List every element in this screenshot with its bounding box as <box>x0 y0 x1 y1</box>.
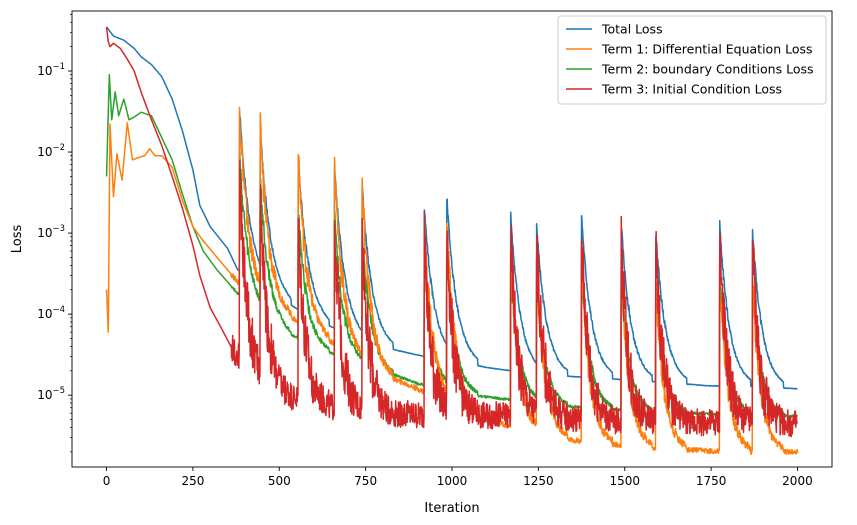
x-tick-label: 1000 <box>437 474 468 488</box>
y-axis-title: Loss <box>10 225 25 254</box>
x-tick-label: 1750 <box>696 474 727 488</box>
x-tick-label: 1250 <box>523 474 554 488</box>
legend: Total Loss Term 1: Differential Equation … <box>557 15 827 105</box>
x-tick-label: 750 <box>354 474 377 488</box>
y-tick-label: 10−5 <box>37 386 65 402</box>
legend-label: Term 2: boundary Conditions Loss <box>601 62 814 77</box>
x-tick-label: 2000 <box>782 474 813 488</box>
y-tick-label: 10−3 <box>37 224 65 240</box>
series-line <box>105 26 798 438</box>
x-tick-label: 500 <box>268 474 291 488</box>
x-tick-label: 1500 <box>609 474 640 488</box>
series-line <box>105 26 798 390</box>
legend-label: Term 1: Differential Equation Loss <box>601 42 813 57</box>
series-line <box>105 73 799 419</box>
y-axis: 10−5 10−4 10−3 10−2 10−1 <box>37 14 72 453</box>
y-tick-label: 10−1 <box>37 62 65 78</box>
legend-label: Total Loss <box>601 22 663 37</box>
legend-label: Term 3: Initial Condition Loss <box>601 82 782 97</box>
y-tick-label: 10−2 <box>37 143 65 159</box>
x-axis-title: Iteration <box>424 501 479 516</box>
x-tick-label: 0 <box>103 474 111 488</box>
series-layer <box>105 26 799 455</box>
legend-box <box>557 15 827 105</box>
x-tick-label: 250 <box>181 474 204 488</box>
x-axis: 0 250 500 750 1000 1250 1500 1750 2000 <box>103 467 813 488</box>
y-tick-label: 10−4 <box>37 305 65 321</box>
series-line <box>105 106 799 455</box>
